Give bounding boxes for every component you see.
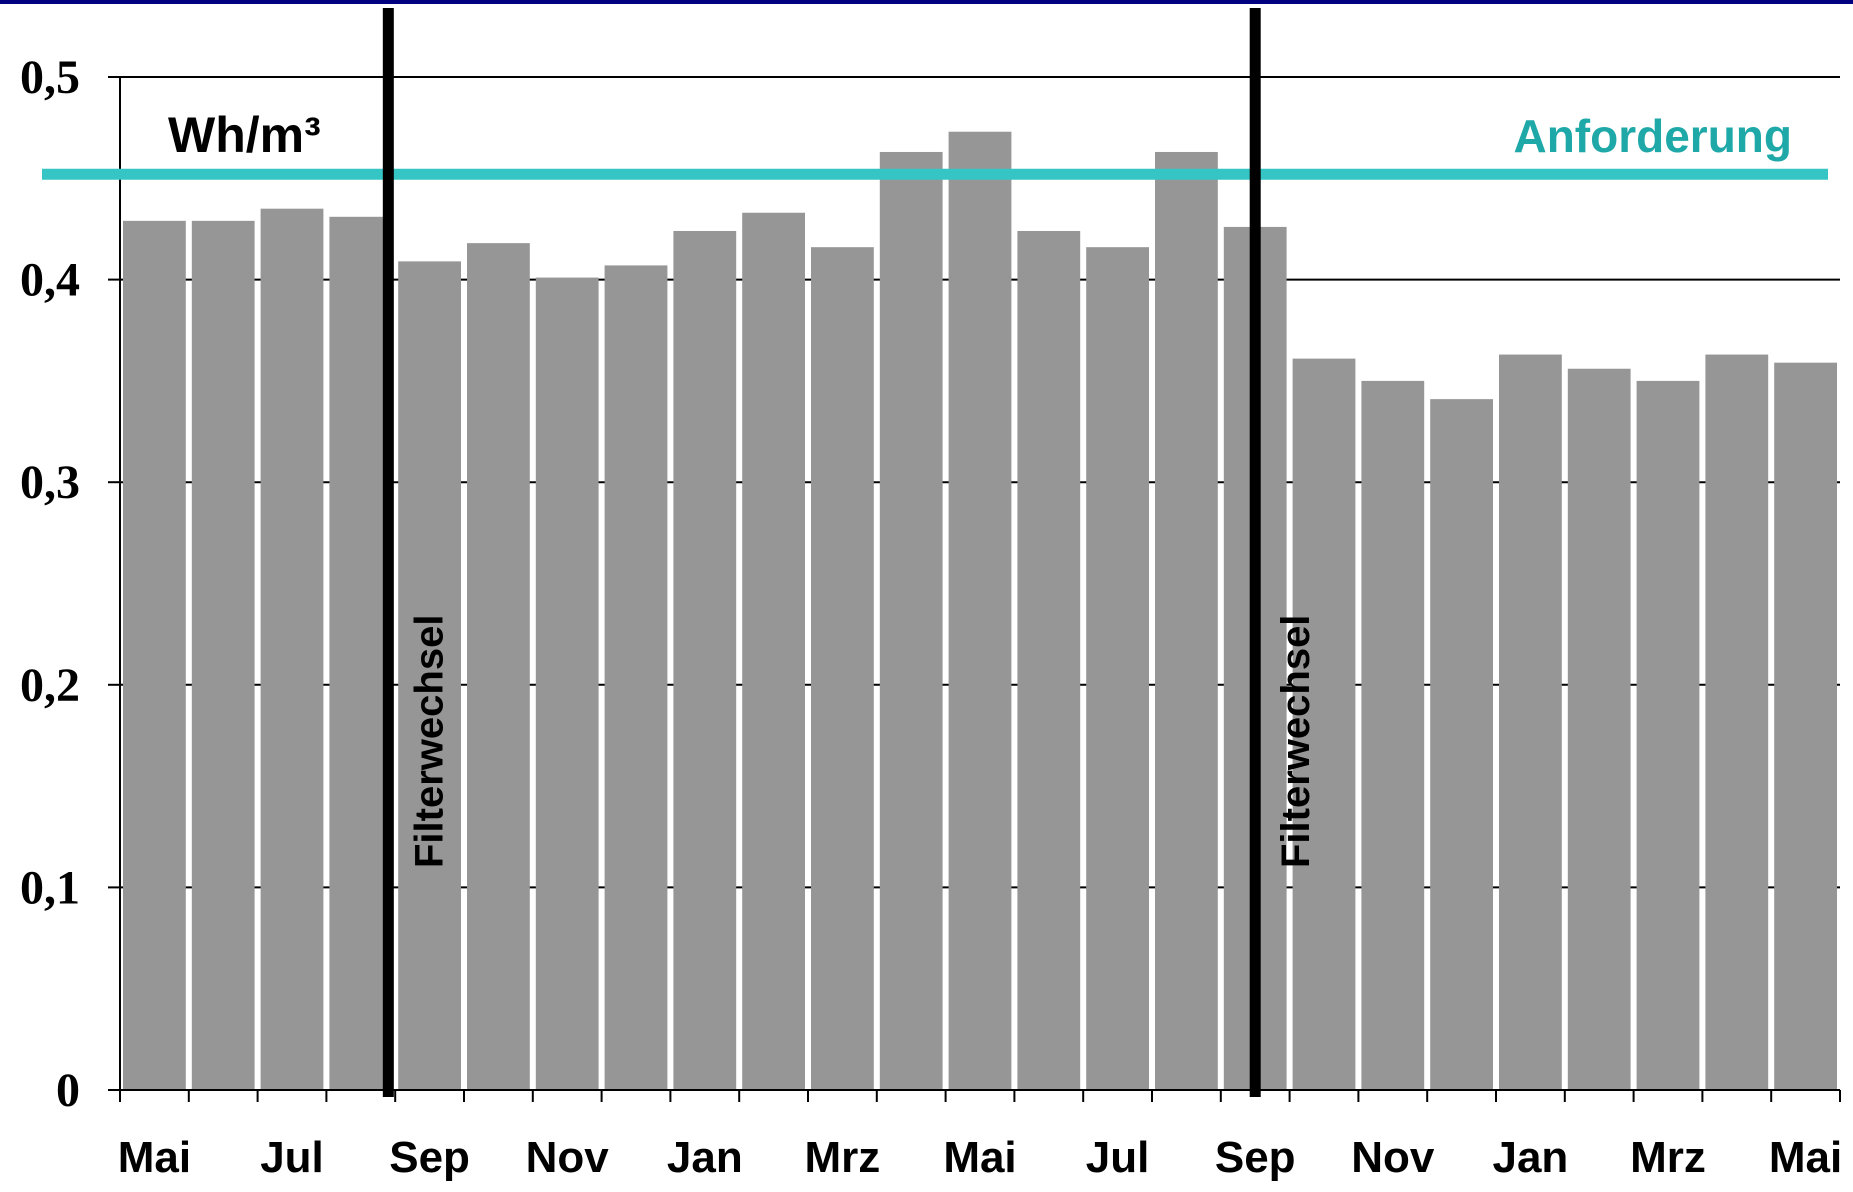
bar — [329, 216, 393, 1090]
y-tick-label: 0,4 — [20, 254, 80, 307]
x-tick-label: Nov — [1351, 1133, 1435, 1182]
filter-change-label: Filterwechsel — [407, 615, 451, 868]
bar — [811, 247, 874, 1090]
bar — [398, 261, 461, 1091]
x-tick-label: Nov — [526, 1133, 610, 1182]
bar — [879, 151, 943, 1090]
x-tick-label: Mai — [943, 1133, 1016, 1182]
bar — [1361, 380, 1425, 1090]
x-tick-label: Mrz — [805, 1133, 881, 1182]
x-tick-label: Jan — [667, 1133, 743, 1182]
x-tick-label: Jul — [260, 1133, 324, 1182]
bar — [1155, 151, 1218, 1090]
requirement-label: Anforderung — [1513, 110, 1792, 162]
bar — [467, 243, 530, 1090]
bar — [260, 208, 324, 1090]
x-tick-label: Mrz — [1630, 1133, 1706, 1182]
y-tick-label: 0,3 — [20, 456, 80, 509]
x-tick-label: Mai — [118, 1133, 191, 1182]
bar — [535, 277, 599, 1091]
x-tick-labels: Mai Jul Sep Nov Jan Mrz Mai Jul Sep Nov Jan Mrz Mai — [118, 1133, 1843, 1182]
x-tick-label: Sep — [389, 1133, 470, 1182]
bar — [1567, 368, 1631, 1090]
y-tick-label: 0,1 — [20, 861, 80, 914]
filter-change-label: Filterwechsel — [1274, 615, 1318, 868]
bar — [123, 220, 186, 1090]
bar — [1086, 247, 1149, 1090]
y-tick-label: 0,5 — [20, 51, 80, 104]
bar — [1499, 354, 1562, 1090]
y-tick-label: 0,2 — [20, 659, 80, 712]
bar — [673, 230, 737, 1090]
filter-change-markers: Filterwechsel Filterwechsel — [382, 8, 1318, 1097]
x-tick-label: Jul — [1086, 1133, 1150, 1182]
bar — [1774, 362, 1837, 1090]
bar — [1430, 399, 1493, 1090]
y-axis-unit-label: Wh/m³ — [168, 107, 321, 163]
bar — [742, 212, 805, 1090]
bar — [1017, 230, 1081, 1090]
y-tick-label: 0 — [56, 1064, 80, 1117]
x-tick-label: Mai — [1769, 1133, 1842, 1182]
axes — [108, 76, 1841, 1102]
bars — [123, 131, 1837, 1091]
bar — [191, 220, 255, 1090]
x-tick-label: Sep — [1215, 1133, 1296, 1182]
bar — [1292, 358, 1356, 1090]
bar — [1636, 380, 1700, 1090]
x-tick-label: Jan — [1492, 1133, 1568, 1182]
y-tick-labels: 0 0,1 0,2 0,3 0,4 0,5 — [20, 51, 80, 1117]
bar — [948, 131, 1012, 1090]
bar — [604, 265, 668, 1091]
bar — [1705, 354, 1769, 1090]
